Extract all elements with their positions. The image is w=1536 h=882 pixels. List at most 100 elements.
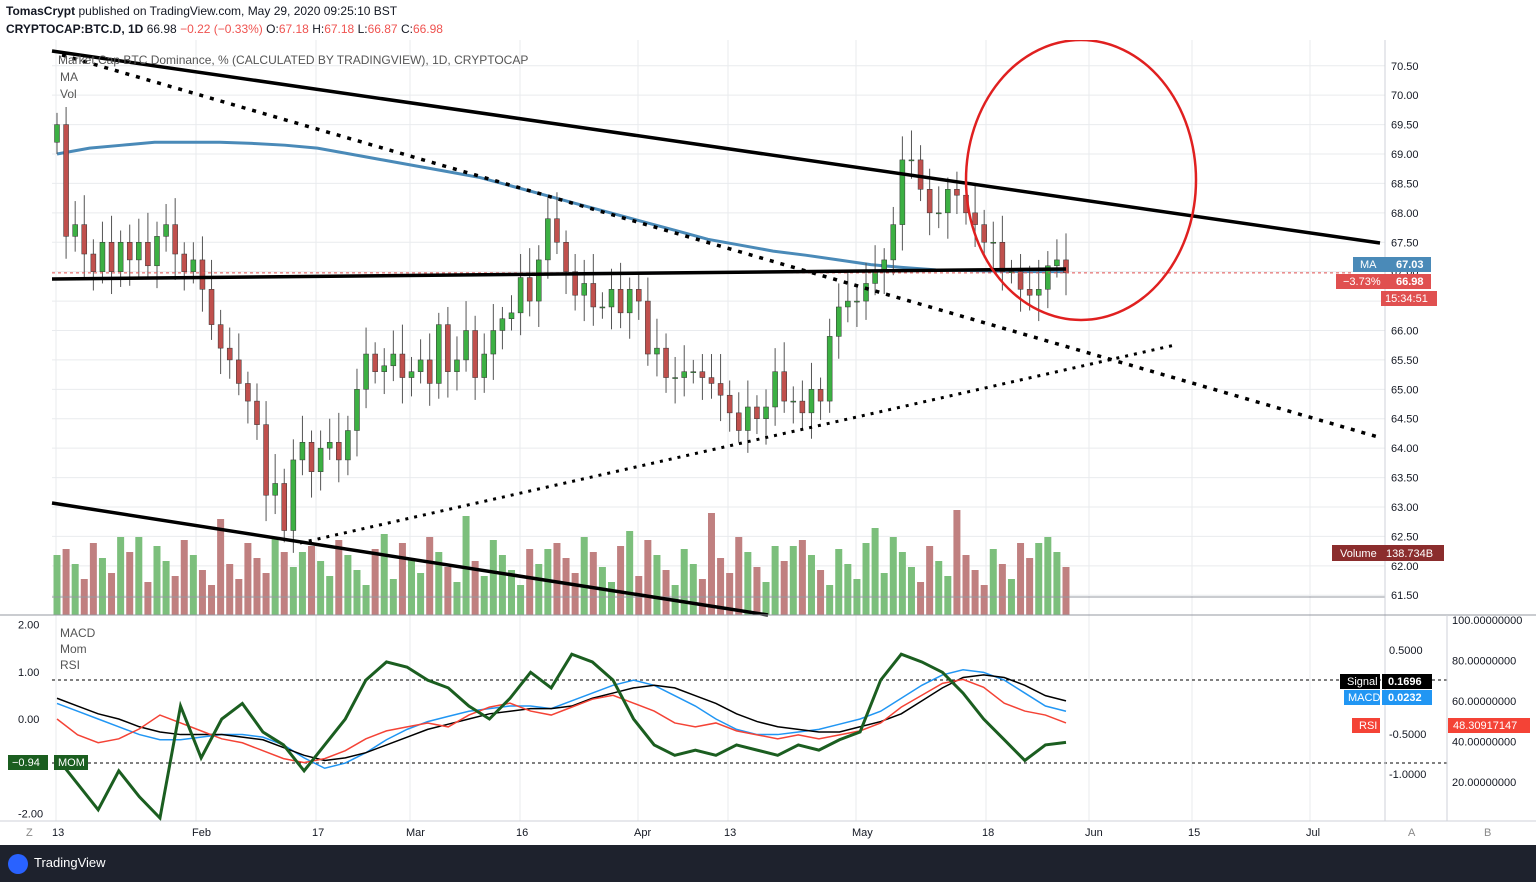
- candle-body: [554, 218, 560, 243]
- osc-series-macd: [56, 668, 1067, 770]
- candle-body: [208, 289, 215, 325]
- signal-badge-label: Signal: [1347, 676, 1378, 688]
- dotted-descending-trendline: [61, 53, 1379, 439]
- candle-body: [136, 242, 142, 261]
- volume-bar: [935, 561, 943, 615]
- volume-bar: [453, 582, 461, 615]
- tradingview-brand[interactable]: TradingView: [34, 855, 106, 870]
- volume-bar: [362, 585, 370, 615]
- price-tick-label: 69.50: [1391, 120, 1419, 132]
- chart-canvas[interactable]: 70.5070.0069.5069.0068.5068.0067.5067.00…: [0, 40, 1536, 845]
- volume-bar: [726, 573, 734, 615]
- rsi-legend[interactable]: RSI: [60, 658, 80, 672]
- time-tick-label: 15: [1188, 827, 1200, 839]
- candle-body: [608, 289, 615, 308]
- volume-bar: [444, 567, 452, 615]
- volume-bar: [498, 555, 506, 615]
- volume-bar: [480, 576, 488, 615]
- macd-badge-value: 0.0232: [1388, 692, 1422, 704]
- volume-bar: [798, 540, 806, 615]
- candle-body: [117, 242, 124, 272]
- volume-bar: [880, 573, 888, 615]
- candle-body: [526, 277, 533, 302]
- volume-bar: [89, 543, 97, 615]
- candle-body: [90, 253, 97, 272]
- main-legend[interactable]: Market Cap BTC Dominance, % (CALCULATED …: [58, 53, 528, 67]
- candle-body: [717, 383, 724, 396]
- candle-body: [890, 224, 897, 261]
- mom-badge-value: −0.94: [12, 757, 40, 769]
- volume-bar: [1044, 537, 1052, 615]
- macd-badge-label-bg: [1344, 690, 1380, 705]
- volume-bar: [398, 543, 406, 615]
- volume-bar: [789, 546, 797, 615]
- candle-body: [835, 306, 842, 337]
- candle-body: [726, 394, 733, 414]
- volume-bar: [707, 513, 715, 615]
- volume-bar: [571, 573, 579, 615]
- time-tick-label: 18: [982, 827, 994, 839]
- last-price: 66.98: [146, 22, 177, 36]
- volume-bar: [1053, 552, 1061, 615]
- countdown-badge: 15:34:51: [1385, 293, 1428, 305]
- candle-body: [1045, 265, 1051, 290]
- publish-line: TomasCrypt published on TradingView.com,…: [6, 4, 397, 18]
- candle-body: [163, 224, 169, 237]
- ma-line: [56, 140, 1066, 274]
- volume-bar: [417, 573, 425, 615]
- time-tick-label: Apr: [634, 827, 651, 839]
- volume-bar: [1035, 543, 1043, 615]
- price-tick-label: 68.00: [1391, 208, 1419, 220]
- candle-body: [636, 289, 642, 302]
- volume-bar: [826, 585, 834, 615]
- footer-bar: TradingView: [0, 845, 1536, 882]
- vol-legend[interactable]: Vol: [60, 87, 77, 101]
- trendline-drawings[interactable]: [51, 40, 1385, 617]
- dotted-ascending-trendline: [299, 343, 1176, 545]
- candle-body: [999, 242, 1006, 272]
- volume-bar: [153, 546, 161, 615]
- close-label: C:: [400, 22, 413, 36]
- volume-bar: [253, 558, 261, 615]
- candle-body: [1054, 259, 1060, 267]
- axes: 70.5070.0069.5069.0068.5068.0067.5067.00…: [0, 40, 1536, 839]
- volume-bar: [580, 537, 588, 615]
- candle-body: [381, 365, 387, 372]
- candle-body: [663, 347, 669, 378]
- symbol-label[interactable]: CRYPTOCAP:BTC.D, 1D: [6, 22, 144, 36]
- volume-bar: [344, 555, 352, 615]
- candle-body: [317, 447, 324, 472]
- volume-bar: [1062, 567, 1070, 615]
- candle-body: [954, 189, 960, 196]
- candle-body: [935, 212, 942, 215]
- volume-bar: [926, 546, 934, 615]
- price-tick-label: 63.50: [1391, 473, 1419, 485]
- volume-bar: [771, 546, 779, 615]
- macd-legend[interactable]: MACD: [60, 626, 96, 640]
- ma-badge-value: 67.03: [1396, 259, 1424, 271]
- author-name[interactable]: TomasCrypt: [6, 4, 76, 18]
- open-value: 67.18: [278, 22, 309, 36]
- volume-bar: [653, 555, 661, 615]
- volume-bar: [508, 570, 516, 615]
- volume-bar: [208, 585, 216, 615]
- candle-body: [490, 330, 497, 355]
- rsi-badge-value-bg: [1448, 718, 1530, 733]
- macd-badge-value-bg: [1382, 690, 1432, 705]
- candle-body: [299, 442, 306, 461]
- volume-bar: [735, 537, 743, 615]
- volume-bar: [835, 549, 843, 615]
- price-tick-label: 70.50: [1391, 61, 1419, 73]
- candle-body: [226, 347, 233, 361]
- candle-body: [436, 324, 442, 384]
- mom-legend[interactable]: Mom: [60, 642, 87, 656]
- candle-body: [445, 324, 451, 372]
- ma-legend[interactable]: MA: [60, 70, 78, 84]
- candle-body: [826, 336, 833, 402]
- lower-channel-line: [51, 501, 769, 617]
- volume-bar: [817, 570, 825, 615]
- osc-mid-tick: -0.5000: [1389, 729, 1426, 741]
- volume-bar: [607, 582, 615, 615]
- price-tick-label: 66.00: [1391, 326, 1419, 338]
- candle-body: [799, 400, 806, 414]
